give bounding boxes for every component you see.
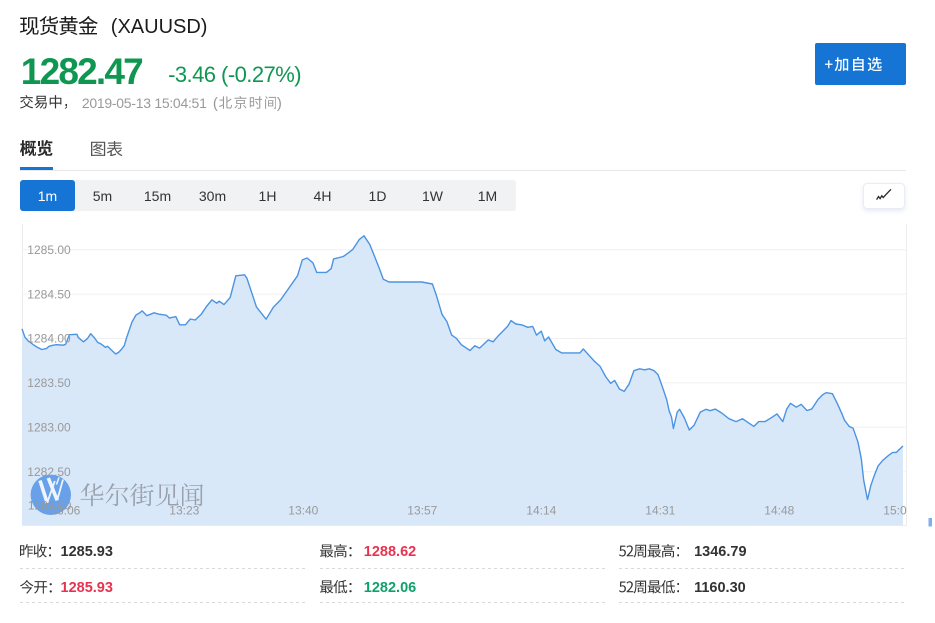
svg-text:1283.00: 1283.00 [27,421,71,435]
svg-text:13:57: 13:57 [407,504,437,518]
svg-text:1282.00: 1282.00 [28,499,72,513]
svg-text:13:40: 13:40 [288,504,318,518]
svg-text:14:48: 14:48 [764,504,794,518]
svg-text:13:06: 13:06 [50,504,80,518]
svg-text:13:23: 13:23 [169,504,199,518]
svg-text:1284.50: 1284.50 [27,287,71,301]
svg-text:14:14: 14:14 [526,504,556,518]
svg-text:1282.50: 1282.50 [27,465,71,479]
svg-text:14:31: 14:31 [645,504,675,518]
svg-text:1283.50: 1283.50 [27,376,71,390]
svg-text:15:05: 15:05 [883,504,913,518]
svg-text:1285.00: 1285.00 [27,243,71,257]
svg-text:1284.00: 1284.00 [27,332,71,346]
